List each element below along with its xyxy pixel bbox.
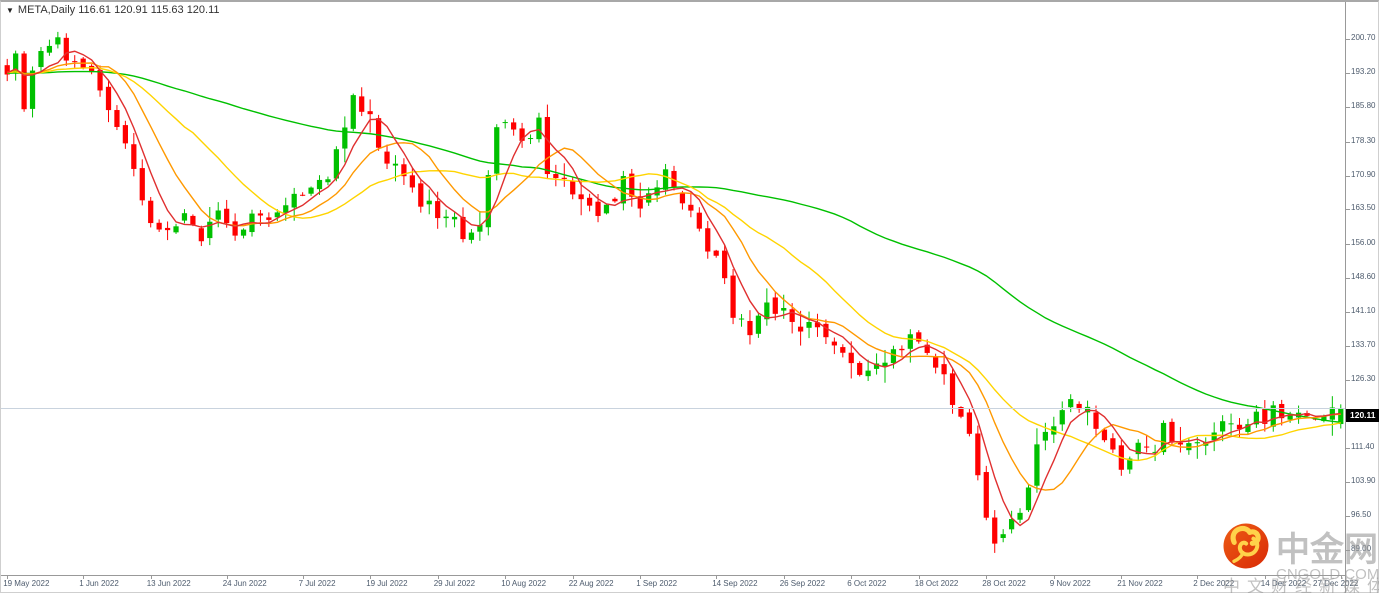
svg-text:中金网: 中金网 (1276, 530, 1378, 569)
svg-text:中文财经新媒体: 中文财经新媒体 (1223, 577, 1379, 593)
